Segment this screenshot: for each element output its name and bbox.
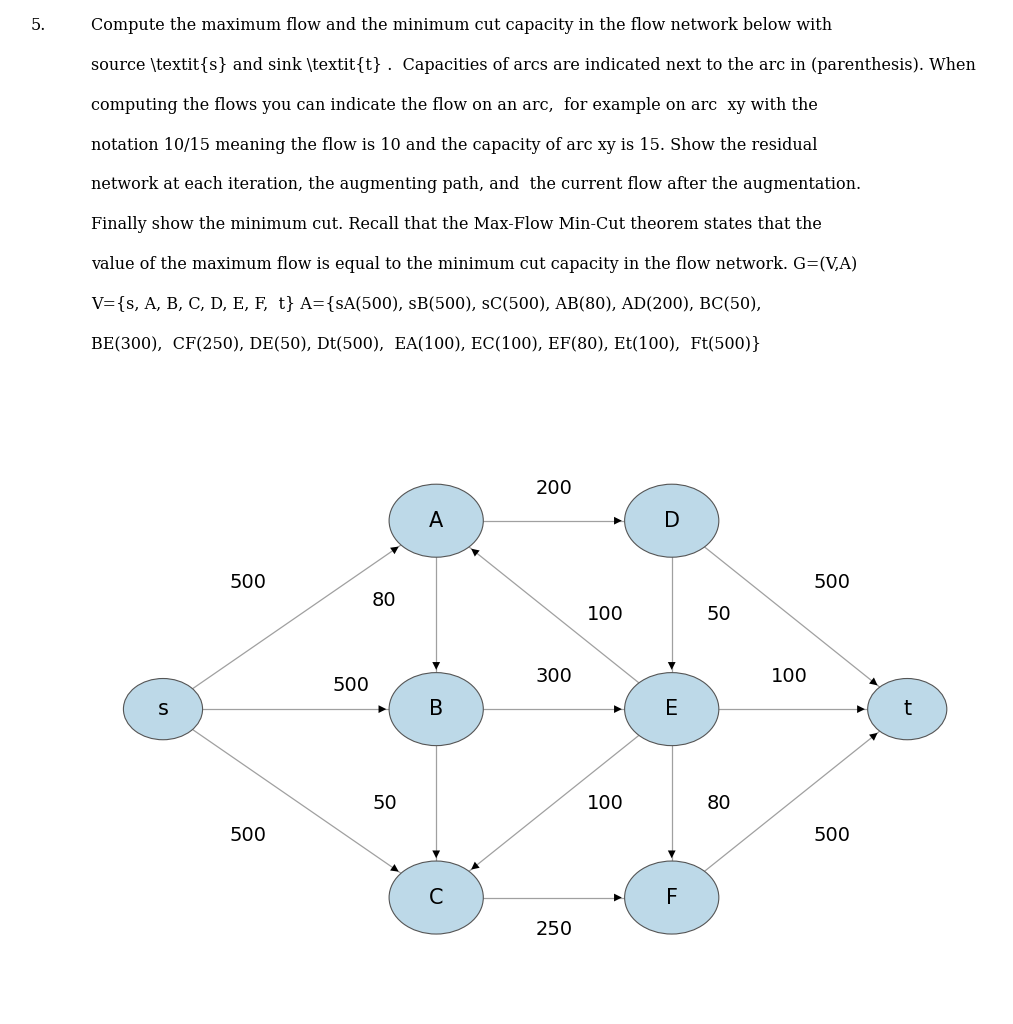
Text: network at each iteration, the augmenting path, and  the current flow after the : network at each iteration, the augmentin… <box>91 176 861 194</box>
Ellipse shape <box>124 679 203 739</box>
Text: C: C <box>428 888 444 907</box>
Text: 50: 50 <box>706 605 731 625</box>
Text: 500: 500 <box>333 676 370 695</box>
Text: 100: 100 <box>588 605 624 625</box>
Text: 500: 500 <box>813 573 850 592</box>
Text: t: t <box>904 699 912 719</box>
Text: 100: 100 <box>771 668 808 686</box>
Text: 100: 100 <box>588 794 624 813</box>
Text: computing the flows you can indicate the flow on an arc,  for example on arc  xy: computing the flows you can indicate the… <box>91 97 819 114</box>
Text: 300: 300 <box>536 668 572 686</box>
Text: 80: 80 <box>706 794 731 813</box>
Text: s: s <box>158 699 168 719</box>
Ellipse shape <box>389 861 483 934</box>
Text: value of the maximum flow is equal to the minimum cut capacity in the flow netwo: value of the maximum flow is equal to th… <box>91 256 857 272</box>
Text: 200: 200 <box>536 479 572 498</box>
Text: BE(300),  CF(250), DE(50), Dt(500),  EA(100), EC(100), EF(80), Et(100),  Ft(500): BE(300), CF(250), DE(50), Dt(500), EA(10… <box>91 335 762 352</box>
Ellipse shape <box>868 679 947 739</box>
Text: 50: 50 <box>372 794 397 813</box>
Text: F: F <box>666 888 678 907</box>
Text: D: D <box>664 511 680 530</box>
Ellipse shape <box>389 673 483 745</box>
Text: Finally show the minimum cut. Recall that the Max-Flow Min-Cut theorem states th: Finally show the minimum cut. Recall tha… <box>91 216 822 233</box>
Text: A: A <box>430 511 444 530</box>
Text: 80: 80 <box>372 591 397 609</box>
Text: 5.: 5. <box>30 17 46 35</box>
Text: source \textit{s} and sink \textit{t} .  Capacities of arcs are indicated next t: source \textit{s} and sink \textit{t} . … <box>91 57 977 74</box>
Text: 500: 500 <box>229 573 266 592</box>
Text: Compute the maximum flow and the minimum cut capacity in the flow network below : Compute the maximum flow and the minimum… <box>91 17 833 35</box>
Ellipse shape <box>625 861 719 934</box>
Ellipse shape <box>625 673 719 745</box>
Text: 500: 500 <box>229 826 266 845</box>
Ellipse shape <box>625 484 719 557</box>
Text: notation 10/15 meaning the flow is 10 and the capacity of arc xy is 15. Show the: notation 10/15 meaning the flow is 10 an… <box>91 136 817 154</box>
Text: 500: 500 <box>813 826 850 845</box>
Ellipse shape <box>389 484 483 557</box>
Text: 250: 250 <box>536 921 572 939</box>
Text: E: E <box>666 699 679 719</box>
Text: B: B <box>430 699 444 719</box>
Text: V={s, A, B, C, D, E, F,  t} A={sA(500), sB(500), sC(500), AB(80), AD(200), BC(50: V={s, A, B, C, D, E, F, t} A={sA(500), s… <box>91 296 762 312</box>
